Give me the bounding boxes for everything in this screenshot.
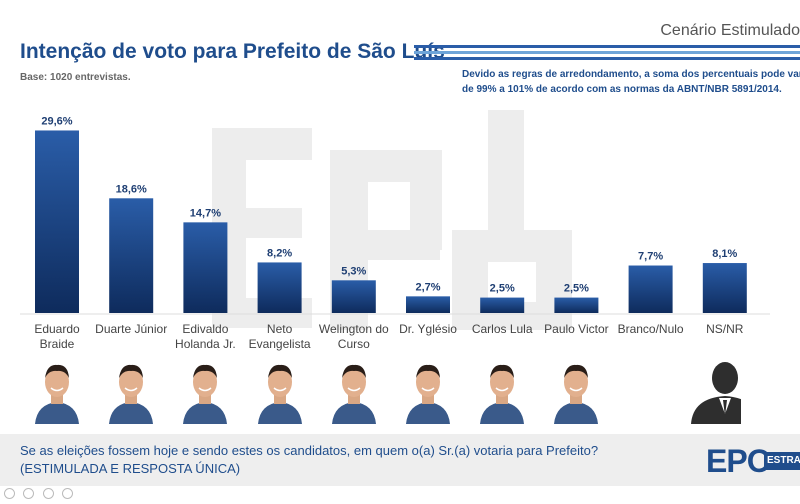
candidate-photo [183,364,228,424]
category-label: Dr. Yglésio [399,322,457,336]
scenario-label: Cenário Estimulado [660,22,800,39]
bar [183,222,228,313]
candidate-photo [109,364,154,424]
question-line2: (ESTIMULADA E RESPOSTA ÚNICA) [20,461,241,476]
bar [702,263,747,313]
bar [406,296,450,313]
toolbar-copy-icon[interactable] [23,488,35,499]
bar [554,297,599,313]
value-label: 2,7% [415,281,440,293]
category-label: Edivaldo Holanda Jr. [175,322,236,351]
bar [480,297,525,313]
value-label: 18,6% [116,183,147,195]
value-label: 2,5% [564,283,589,295]
category-labels: Eduardo Braide Duarte Júnior Edivaldo Hola… [0,322,800,362]
candidate-photos [0,358,800,426]
candidate-photo [554,364,599,424]
category-label: NS/NR [706,322,744,336]
toolbar-prev-icon[interactable] [4,488,15,499]
value-label: 2,5% [490,283,515,295]
toolbar-zoom-icon[interactable] [42,488,54,499]
sample-base: Base: 1020 entrevistas. [20,72,131,83]
value-label: 7,7% [638,251,663,263]
bar [331,280,376,313]
rounding-note-line2: de 99% a 101% de acordo com as normas da… [462,84,782,95]
candidate-photo [331,364,376,424]
survey-question: Se as eleições fossem hoje e sendo estes… [20,442,598,478]
category-label: Paulo Victor [544,322,609,336]
rounding-note: Devido as regras de arredondamento, a so… [462,67,800,97]
category-label: Welington do Curso [318,322,389,351]
candidate-photo [35,364,79,424]
presentation-toolbar [4,486,77,499]
chart-title: Intenção de voto para Prefeito de São Lu… [20,40,445,63]
value-label: 29,6% [41,115,72,127]
candidate-photo [257,364,302,424]
toolbar-more-icon[interactable] [62,488,74,499]
value-label: 14,7% [190,207,221,219]
bar [257,262,302,313]
person-silhouette-icon [690,362,741,424]
candidate-photo [480,364,525,424]
category-label: Branco/Nulo [617,322,684,336]
question-line1: Se as eleições fossem hoje e sendo estes… [20,443,599,458]
candidate-photo [406,364,450,424]
category-label: Eduardo Braide [34,322,80,351]
value-label: 8,1% [712,248,737,260]
category-label: Neto Evangelista [248,322,311,351]
bar-chart: 29,6% 18,6% 14,7% 8,2% 5,3% 2,7% 2,5% 2,5% 7,7% 8… [20,115,770,315]
rounding-note-line1: Devido as regras de arredondamento, a so… [462,69,800,80]
title-decoration [414,45,800,63]
bar [109,198,154,313]
value-label: 5,3% [341,265,366,277]
bar [628,265,673,313]
category-label: Duarte Júnior [95,322,168,336]
bar [35,130,79,313]
value-label: 8,2% [267,247,292,259]
logo-strip-text: ESTRA [764,452,800,470]
question-bar: Se as eleições fossem hoje e sendo estes… [0,434,800,486]
epo-logo: EPO ESTRA [706,444,800,480]
category-label: Carlos Lula [471,322,533,336]
logo-main-text: EPO [706,443,772,479]
